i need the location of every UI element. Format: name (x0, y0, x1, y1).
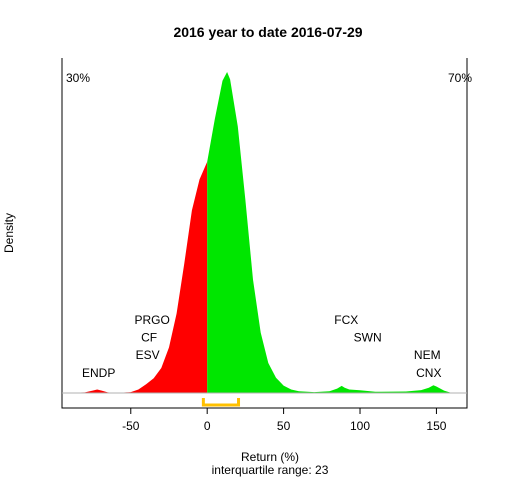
chart-subtitle: interquartile range: 23 (212, 463, 329, 477)
positive-returns-area (207, 72, 452, 393)
x-tick-label: 50 (277, 419, 291, 433)
x-tick-label: -50 (122, 419, 140, 433)
annotation-endp: ENDP (82, 366, 115, 380)
interquartile-range-bracket (201, 398, 241, 407)
positive-share-label: 70% (448, 71, 472, 85)
annotation-nem: NEM (414, 348, 441, 362)
chart-title: 2016 year to date 2016-07-29 (173, 24, 362, 40)
annotation-cnx: CNX (416, 366, 441, 380)
annotation-cf: CF (141, 330, 157, 344)
negative-returns-area (62, 161, 208, 393)
x-axis: -50 0 50 100 150 (122, 408, 447, 433)
ticker-annotations: ENDP PRGO CF ESV FCX SWN NEM CNX (82, 313, 441, 380)
x-tick-label: 0 (204, 419, 211, 433)
plot-area: ENDP PRGO CF ESV FCX SWN NEM CNX (61, 58, 468, 409)
annotation-fcx: FCX (334, 313, 358, 327)
x-axis-label: Return (%) (241, 450, 299, 464)
x-tick-label: 150 (426, 419, 446, 433)
plot-frame (61, 58, 468, 409)
annotation-esv: ESV (136, 348, 160, 362)
annotation-swn: SWN (354, 330, 382, 344)
y-axis-label: Density (2, 213, 16, 253)
annotation-prgo: PRGO (134, 313, 169, 327)
x-tick-label: 100 (350, 419, 370, 433)
negative-share-label: 30% (66, 71, 90, 85)
